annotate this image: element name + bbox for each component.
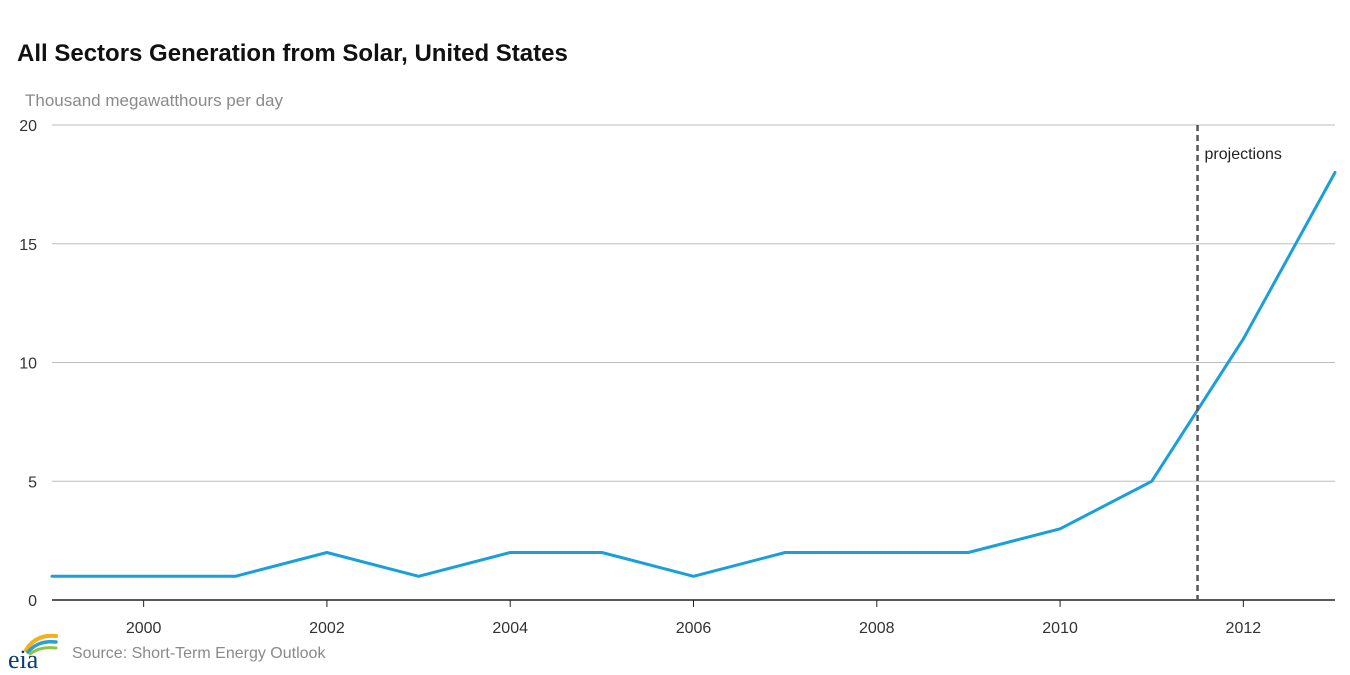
y-tick-label-0: 0 — [28, 593, 37, 610]
grid-lines — [52, 124, 1335, 601]
x-tick-label-2012: 2012 — [1226, 620, 1262, 637]
series-line-0 — [50, 171, 1337, 578]
x-tick-label-2000: 2000 — [126, 620, 162, 637]
x-tick-label-2008: 2008 — [859, 620, 895, 637]
series-group — [50, 171, 1337, 578]
y-tick-label-5: 5 — [28, 474, 37, 491]
source-note: Source: Short-Term Energy Outlook — [72, 645, 326, 662]
x-tick-labels: 2000 2002 2004 2006 2008 2010 2012 — [126, 600, 1261, 637]
y-axis-label: Thousand megawatthours per day — [25, 91, 283, 110]
x-tick-label-2004: 2004 — [492, 620, 528, 637]
chart-title: All Sectors Generation from Solar, Unite… — [17, 40, 568, 67]
x-tick-label-2002: 2002 — [309, 620, 345, 637]
y-tick-label-15: 15 — [19, 237, 37, 254]
y-tick-label-20: 20 — [19, 118, 37, 135]
eia-logo-icon: eia — [8, 633, 58, 672]
logo-text: eia — [8, 645, 39, 672]
projections-label: projections — [1205, 146, 1282, 163]
y-tick-labels: 0 5 10 15 20 — [19, 118, 37, 610]
y-tick-label-10: 10 — [19, 356, 37, 373]
x-tick-label-2006: 2006 — [676, 620, 712, 637]
annotations: projections — [1196, 125, 1282, 600]
x-tick-label-2010: 2010 — [1042, 620, 1078, 637]
